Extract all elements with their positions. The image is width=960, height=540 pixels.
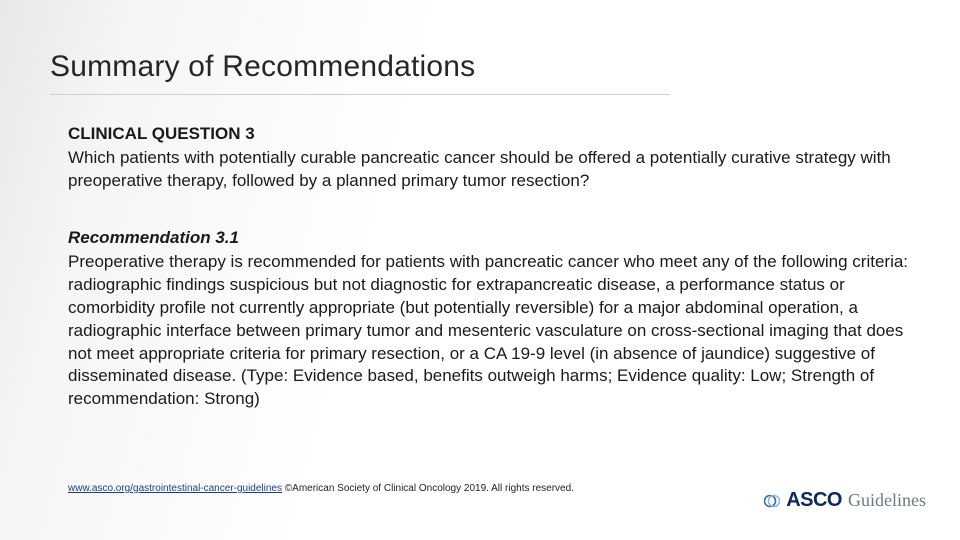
recommendation-label: Recommendation 3.1 (68, 227, 930, 250)
logo-brand-text: ASCO (786, 489, 842, 512)
footer-link[interactable]: www.asco.org/gastrointestinal-cancer-gui… (68, 483, 282, 494)
footer: www.asco.org/gastrointestinal-cancer-gui… (68, 483, 574, 494)
page-title: Summary of Recommendations (50, 50, 670, 95)
clinical-question-text: Which patients with potentially curable … (68, 147, 930, 193)
brand-logo: ASCO Guidelines (764, 489, 926, 512)
recommendation-text: Preoperative therapy is recommended for … (68, 251, 930, 412)
content-block: CLINICAL QUESTION 3 Which patients with … (50, 95, 930, 411)
asco-mark-icon (764, 493, 780, 509)
footer-copyright: ©American Society of Clinical Oncology 2… (282, 483, 574, 494)
slide: Summary of Recommendations CLINICAL QUES… (0, 0, 960, 540)
logo-sub-text: Guidelines (848, 490, 926, 511)
clinical-question-label: CLINICAL QUESTION 3 (68, 123, 930, 146)
